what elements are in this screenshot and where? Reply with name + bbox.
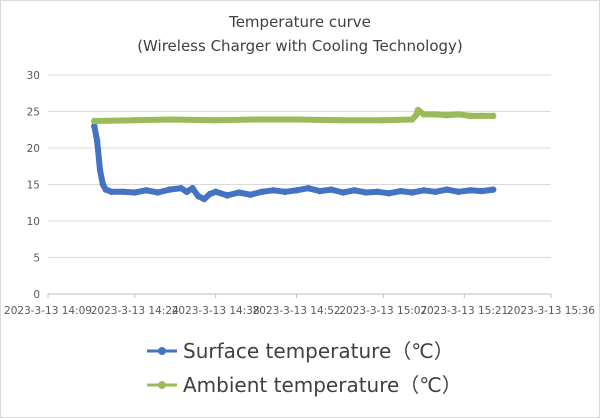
series-1-point bbox=[339, 189, 347, 196]
series-1-point bbox=[93, 137, 101, 144]
series-2-point bbox=[252, 116, 260, 123]
series-1-point bbox=[91, 122, 98, 130]
y-tick-label: 5 bbox=[33, 253, 40, 265]
series-2-point bbox=[414, 106, 422, 114]
legend-label: Surface temperature（℃） bbox=[183, 339, 454, 363]
series-1-point bbox=[189, 184, 196, 192]
series-1-point bbox=[212, 188, 219, 195]
x-tick-label: 2023-3-13 15:21 bbox=[420, 305, 508, 317]
series-1-point bbox=[143, 187, 150, 194]
series-1-point bbox=[224, 192, 231, 199]
series-1-point bbox=[328, 186, 335, 193]
series-1-point bbox=[235, 189, 242, 196]
series-1-point bbox=[99, 181, 107, 188]
axes bbox=[47, 293, 552, 298]
y-tick-label: 30 bbox=[27, 70, 40, 82]
series-1-point bbox=[489, 186, 497, 193]
x-tick-label: 2023-3-13 14:09 bbox=[4, 305, 92, 317]
series-1-point bbox=[385, 190, 393, 197]
y-tick-label: 15 bbox=[27, 180, 40, 192]
series-2-point bbox=[339, 117, 347, 124]
series-2-point bbox=[412, 111, 420, 119]
series-1-point bbox=[397, 187, 404, 195]
series-1-point bbox=[108, 188, 115, 195]
series-1-point bbox=[166, 186, 173, 193]
series-1-point bbox=[351, 187, 358, 194]
series-1-point bbox=[478, 187, 485, 195]
series-1-point bbox=[247, 191, 254, 198]
legend-swatch-marker bbox=[158, 347, 166, 355]
x-tick-label: 2023-3-13 15:36 bbox=[507, 305, 595, 317]
series-1-point bbox=[258, 188, 266, 195]
series-2-point bbox=[420, 111, 428, 118]
series-1-point bbox=[293, 187, 300, 194]
legend-label: Ambient temperature（℃） bbox=[183, 373, 462, 397]
series-1-point bbox=[131, 189, 138, 196]
series-1-point bbox=[362, 189, 370, 196]
series-lines bbox=[91, 106, 497, 203]
series-1-point bbox=[119, 188, 127, 195]
series-1-point bbox=[466, 187, 474, 194]
series-1-point bbox=[183, 188, 190, 195]
x-tick-label: 2023-3-13 15:07 bbox=[339, 305, 427, 317]
series-2-point bbox=[443, 111, 451, 119]
series-1-point bbox=[154, 189, 162, 196]
series-2-point bbox=[409, 116, 416, 123]
series-1-point bbox=[455, 188, 462, 195]
x-tick-label: 2023-3-13 14:24 bbox=[91, 305, 179, 317]
series-1-point bbox=[374, 188, 381, 195]
y-tick-label: 0 bbox=[33, 289, 40, 301]
series-1-point bbox=[304, 184, 312, 192]
series-2-point bbox=[380, 117, 387, 124]
series-2-point bbox=[212, 117, 219, 124]
legend-swatch-marker bbox=[158, 381, 166, 389]
series-1-point bbox=[409, 189, 416, 196]
chart-subtitle: (Wireless Charger with Cooling Technolog… bbox=[137, 37, 463, 55]
series-2-point bbox=[455, 111, 462, 118]
series-1-point bbox=[443, 186, 451, 193]
gridlines bbox=[48, 74, 551, 258]
series-1-point bbox=[420, 187, 428, 194]
series-1-point bbox=[316, 187, 323, 195]
legend: Surface temperature（℃） Ambient temperatur… bbox=[147, 339, 462, 397]
series-2-point bbox=[131, 117, 138, 124]
x-tick-label: 2023-3-13 14:52 bbox=[253, 305, 341, 317]
series-2-point bbox=[466, 112, 474, 120]
x-tick-label: 2023-3-13 14:38 bbox=[172, 305, 260, 317]
series-1-point bbox=[177, 184, 185, 192]
series-2-point bbox=[489, 112, 497, 120]
chart-title: Temperature curve bbox=[228, 13, 371, 31]
series-1-point bbox=[432, 188, 439, 195]
series-1-point bbox=[96, 166, 104, 174]
series-1-point bbox=[270, 187, 277, 194]
y-tick-label: 25 bbox=[27, 107, 40, 119]
series-2-point bbox=[478, 112, 485, 120]
series-1-point bbox=[195, 192, 202, 200]
series-1-point bbox=[206, 190, 214, 198]
series-1-point bbox=[102, 186, 110, 193]
legend-item-1: Surface temperature（℃） bbox=[147, 339, 454, 363]
y-axis-tick-labels: 0 5 10 15 20 25 30 bbox=[27, 70, 40, 301]
series-2-point bbox=[432, 111, 439, 118]
y-tick-label: 10 bbox=[27, 216, 40, 228]
series-line-1 bbox=[91, 123, 497, 203]
series-2-point bbox=[293, 116, 300, 123]
series-2-point bbox=[166, 116, 173, 123]
legend-item-2: Ambient temperature（℃） bbox=[147, 373, 462, 397]
y-tick-label: 20 bbox=[27, 143, 40, 155]
series-1-point bbox=[200, 195, 208, 203]
series-2-point bbox=[91, 117, 98, 125]
series-1-point bbox=[281, 188, 289, 195]
